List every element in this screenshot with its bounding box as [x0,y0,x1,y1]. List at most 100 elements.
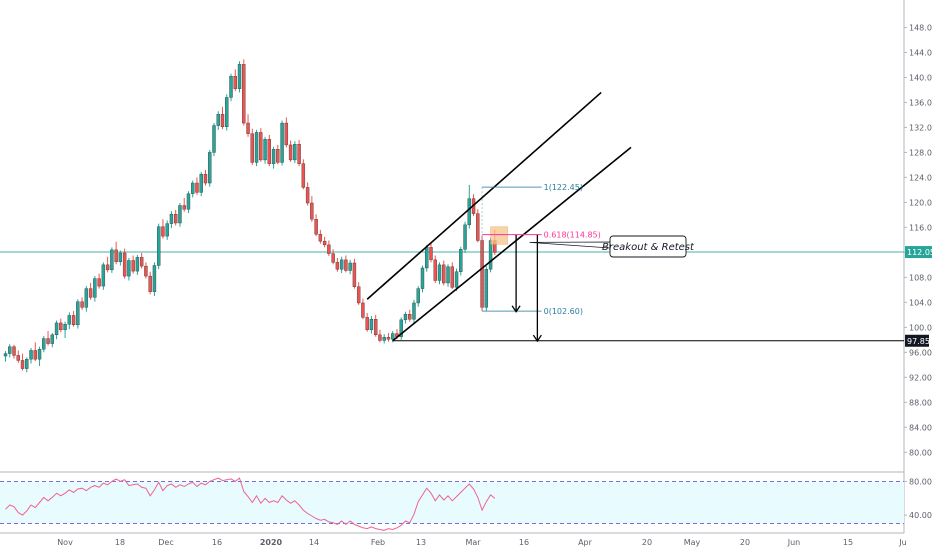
candle-up [127,260,131,277]
price-tick-label: 88.00 [909,398,932,407]
current-price-label: 112.05 [907,248,932,257]
price-tick-label: 116.00 [909,223,932,232]
price-tick-label: 100.00 [909,323,932,332]
candle-up [63,324,67,331]
candle-up [403,314,408,321]
candle-down [220,114,225,128]
candle-up [50,334,55,344]
fib-level-label: 0.618(114.85) [544,231,601,240]
candle-up [3,353,8,357]
candle-up [212,125,216,153]
candle-up [84,288,89,308]
candle-up [216,114,220,126]
price-tick-label: 80.00 [909,448,932,457]
candle-down [480,240,484,308]
candle-up [37,348,42,360]
candle-up [186,193,191,210]
candle-down [386,337,391,340]
candle-down [267,139,272,164]
candle-down [148,275,152,292]
candle-down [331,253,335,263]
candle-up [412,302,416,320]
candle-down [131,260,135,272]
drawings: 1(122.45) 0.618(114.85) 0(102.60) Breakout … [366,91,904,343]
candle-up [420,267,425,289]
time-tick-label: 15 [843,538,853,547]
grid [0,0,905,534]
price-tick-label: 144.00 [909,48,932,57]
candle-down [408,314,412,320]
candle-up [165,223,169,237]
candle-up [110,249,114,271]
channel-line [392,146,632,342]
candle-up [101,264,106,287]
candle-down [259,132,263,161]
candle-down [373,319,378,336]
time-tick-label: May [684,538,701,547]
rsi-tick-label: 40.00 [909,511,932,520]
candle-down [97,278,101,287]
candle-down [161,226,165,237]
candle-down [327,244,331,254]
candle-up [118,252,123,262]
candle-down [71,315,76,326]
candle-up [208,152,212,184]
candle-down [88,288,93,298]
time-tick-label: 13 [416,538,426,547]
candle-down [33,350,37,360]
candle-up [199,174,203,193]
candle-up [42,338,46,350]
candle-up [25,358,29,369]
candle-up [467,198,471,226]
candle-down [46,338,50,344]
candle-down [356,286,361,304]
time-tick-label: Jun [787,538,801,547]
candle-up [8,346,12,354]
time-tick-label: 18 [115,538,125,547]
projection-arrow-head [532,334,542,343]
candle-down [450,266,454,288]
time-tick-label: Mar [465,538,481,547]
candle-down [173,214,178,224]
candle-down [288,144,293,161]
candle-down [139,257,144,267]
candle-down [59,322,63,331]
callout-box [609,235,687,258]
candle-up [76,301,80,326]
price-tick-label: 92.00 [909,373,932,382]
projection-arrow-head [511,305,521,313]
candle-down [250,133,254,163]
candle-up [399,319,403,337]
candle-down [361,302,365,318]
candles [3,59,497,373]
time-tick-label: 14 [309,538,319,547]
candle-up [156,226,161,266]
support-price-label: 97.85 [907,337,930,346]
candle-down [203,174,208,184]
candle-up [169,214,174,224]
candle-up [416,288,420,304]
candle-down [476,213,480,241]
candle-down [310,202,314,220]
fib-level-label: 1(122.45) [544,183,583,192]
candle-down [246,122,250,134]
candle-up [271,149,276,164]
time-tick-label: Nov [57,538,73,547]
rsi-band [0,481,904,524]
time-tick-label: Dec [158,538,173,547]
time-tick-label: 20 [642,538,652,547]
fib-level-label: 0(102.60) [544,307,583,316]
candle-down [182,205,186,210]
candle-down [352,262,357,287]
candle-down [144,265,148,277]
candle-up [484,269,489,308]
candle-down [233,76,237,89]
candle-up [225,97,229,128]
candle-up [152,265,157,292]
price-tick-label: 128.00 [909,148,932,157]
candle-down [305,187,310,204]
candle-down [429,247,433,261]
candle-up [348,262,352,271]
